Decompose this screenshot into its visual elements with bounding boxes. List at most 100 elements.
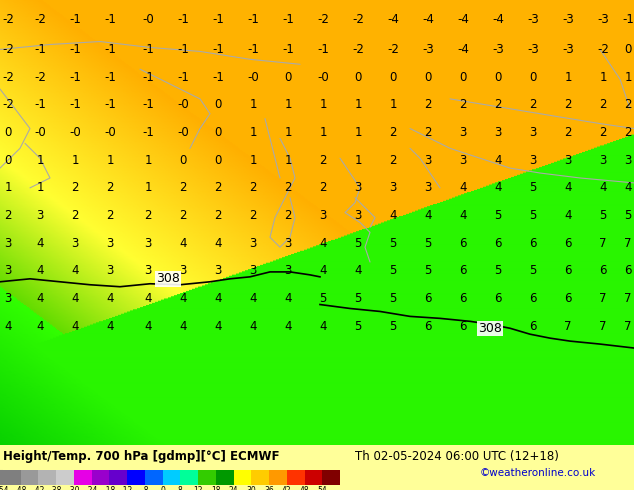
Text: 5: 5: [320, 292, 327, 305]
Text: 1: 1: [599, 71, 607, 84]
Text: 6: 6: [495, 320, 501, 333]
Text: 0: 0: [4, 154, 11, 167]
Text: 4: 4: [214, 320, 222, 333]
Text: 2: 2: [4, 209, 12, 222]
Text: -1: -1: [142, 98, 154, 111]
Text: 30: 30: [247, 486, 256, 490]
Text: 4: 4: [320, 320, 327, 333]
Text: 5: 5: [624, 209, 631, 222]
Text: 0: 0: [179, 154, 186, 167]
Text: 2: 2: [214, 181, 222, 195]
Bar: [322, 470, 340, 485]
Text: -1: -1: [212, 43, 224, 56]
Text: -12: -12: [121, 486, 133, 490]
Text: 4: 4: [36, 320, 44, 333]
Text: 4: 4: [179, 237, 187, 250]
Text: -1: -1: [317, 43, 329, 56]
Text: -3: -3: [527, 13, 539, 26]
Text: 4: 4: [36, 237, 44, 250]
Text: 4: 4: [495, 181, 501, 195]
Text: 0: 0: [214, 126, 222, 139]
Text: 1: 1: [107, 154, 113, 167]
Text: 6: 6: [459, 320, 467, 333]
Text: -3: -3: [492, 43, 504, 56]
Text: 1: 1: [71, 154, 79, 167]
Text: 4: 4: [424, 209, 432, 222]
Text: 1: 1: [354, 98, 362, 111]
Text: 6: 6: [599, 265, 607, 277]
Text: 4: 4: [36, 265, 44, 277]
Text: 2: 2: [320, 181, 327, 195]
Text: -1: -1: [212, 13, 224, 26]
Text: 3: 3: [249, 237, 257, 250]
Text: -1: -1: [104, 71, 116, 84]
Text: 3: 3: [354, 181, 361, 195]
Text: 2: 2: [424, 98, 432, 111]
Text: -1: -1: [142, 126, 154, 139]
Text: 0: 0: [214, 154, 222, 167]
Text: -0: -0: [142, 13, 154, 26]
Text: 7: 7: [564, 320, 572, 333]
Text: 6: 6: [564, 237, 572, 250]
Text: -2: -2: [352, 43, 364, 56]
Text: 2: 2: [529, 98, 537, 111]
Text: 5: 5: [424, 237, 432, 250]
Text: -2: -2: [352, 13, 364, 26]
Text: 2: 2: [389, 126, 397, 139]
Text: 6: 6: [459, 265, 467, 277]
Text: -2: -2: [317, 13, 329, 26]
Text: 4: 4: [214, 237, 222, 250]
Text: 7: 7: [624, 237, 631, 250]
Text: 2: 2: [495, 98, 501, 111]
Text: 2: 2: [564, 126, 572, 139]
Text: 3: 3: [214, 265, 222, 277]
Text: 4: 4: [354, 265, 362, 277]
Text: 0: 0: [354, 71, 361, 84]
Text: -18: -18: [103, 486, 115, 490]
Text: -4: -4: [492, 13, 504, 26]
Text: 2: 2: [624, 98, 631, 111]
Text: 1: 1: [145, 154, 152, 167]
Text: -0: -0: [177, 98, 189, 111]
Bar: [145, 470, 163, 485]
Text: 5: 5: [389, 320, 397, 333]
Text: -2: -2: [34, 71, 46, 84]
Text: 3: 3: [599, 154, 607, 167]
Text: -2: -2: [34, 13, 46, 26]
Text: -4: -4: [387, 13, 399, 26]
Text: 0: 0: [529, 71, 537, 84]
Text: -48: -48: [15, 486, 27, 490]
Text: 4: 4: [145, 292, 152, 305]
Text: 48: 48: [300, 486, 309, 490]
Text: 7: 7: [599, 292, 607, 305]
Text: 1: 1: [4, 181, 12, 195]
Text: 2: 2: [284, 181, 292, 195]
Text: 12: 12: [193, 486, 203, 490]
Text: 4: 4: [495, 154, 501, 167]
Text: -38: -38: [50, 486, 62, 490]
Text: -1: -1: [177, 71, 189, 84]
Text: 5: 5: [389, 237, 397, 250]
Text: 3: 3: [529, 126, 537, 139]
Text: 3: 3: [459, 126, 467, 139]
Text: 3: 3: [36, 209, 44, 222]
Text: ©weatheronline.co.uk: ©weatheronline.co.uk: [480, 468, 596, 478]
Text: 2: 2: [424, 126, 432, 139]
Text: 1: 1: [284, 126, 292, 139]
Text: -1: -1: [282, 43, 294, 56]
Text: 308: 308: [478, 322, 502, 335]
Bar: [127, 470, 145, 485]
Text: -1: -1: [104, 43, 116, 56]
Text: 3: 3: [107, 265, 113, 277]
Text: 0: 0: [284, 71, 292, 84]
Text: Height/Temp. 700 hPa [gdmp][°C] ECMWF: Height/Temp. 700 hPa [gdmp][°C] ECMWF: [3, 450, 280, 463]
Text: 3: 3: [4, 292, 11, 305]
Text: -42: -42: [32, 486, 44, 490]
Text: 0: 0: [495, 71, 501, 84]
Text: -1: -1: [142, 71, 154, 84]
Text: 5: 5: [529, 265, 537, 277]
Bar: [39, 470, 56, 485]
Text: 6: 6: [529, 320, 537, 333]
Text: 5: 5: [354, 237, 361, 250]
Text: 4: 4: [389, 209, 397, 222]
